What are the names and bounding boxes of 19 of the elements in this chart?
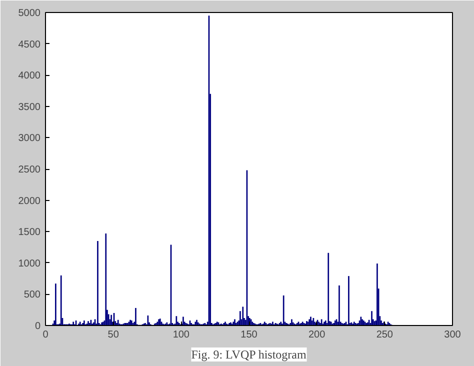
y-tick-label: 0 <box>34 321 41 332</box>
text: Fig. 9: LVQP histogram <box>191 348 308 362</box>
y-tick-label: 4500 <box>18 39 41 50</box>
x-tick-label: 150 <box>240 330 258 340</box>
y-tick-label: 4000 <box>18 70 41 82</box>
y-tick-label: 2500 <box>18 164 41 176</box>
x-tick-label: 250 <box>376 330 394 340</box>
y-tick-label: 1500 <box>18 227 41 238</box>
y-tick-label: 3500 <box>18 102 41 113</box>
y-tick-label: 500 <box>24 290 41 301</box>
x-tick-label: 100 <box>172 330 190 340</box>
y-tick-label: 3000 <box>18 133 41 144</box>
y-tick-label: 5000 <box>18 8 41 19</box>
y-tick-label: 2000 <box>18 196 41 207</box>
x-tick-label: 200 <box>308 330 326 340</box>
y-tick-label: 1000 <box>18 258 41 270</box>
x-tick-label: 50 <box>108 330 120 340</box>
x-tick-label: 0 <box>42 330 49 340</box>
x-tick-label: 300 <box>444 330 462 340</box>
